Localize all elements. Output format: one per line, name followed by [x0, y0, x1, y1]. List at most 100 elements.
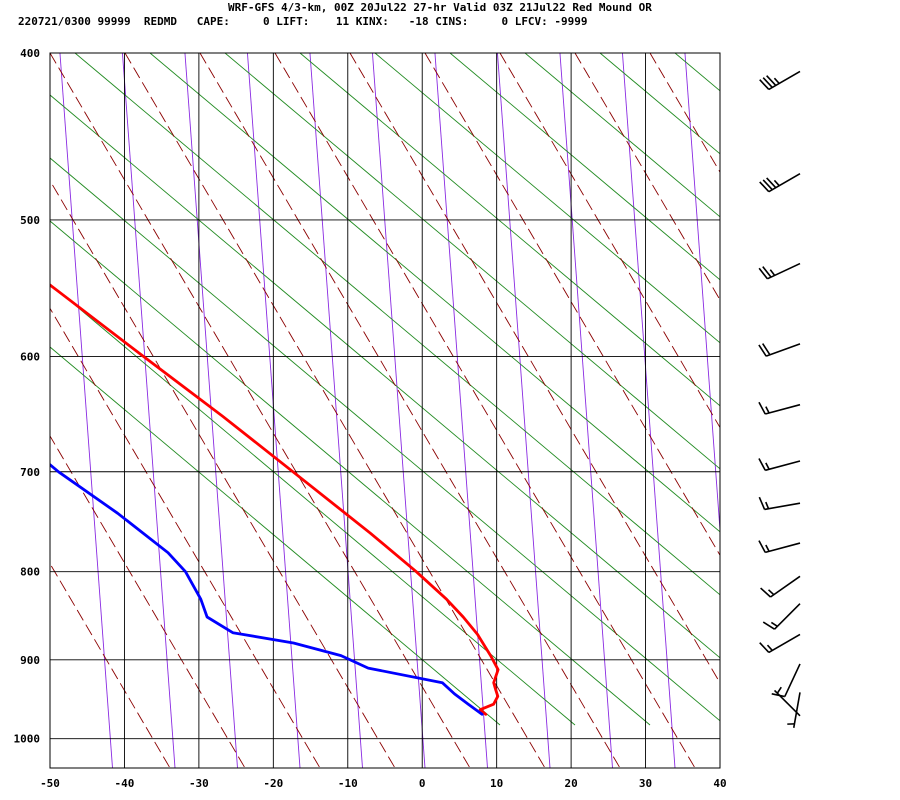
wind-barb: [758, 496, 801, 511]
temperature-profile-line: [50, 283, 500, 716]
barb-half-flag: [765, 462, 770, 470]
moist-adiabat-line: [449, 53, 720, 281]
barb-flag: [758, 344, 767, 357]
wind-barb: [758, 458, 801, 472]
dry-adiabat-line: [800, 53, 900, 768]
barb-staff: [773, 603, 801, 630]
wind-barb: [762, 603, 801, 630]
barb-flag: [758, 496, 766, 510]
wind-barb: [759, 172, 801, 193]
barb-flag: [759, 181, 770, 193]
x-tick-label: -20: [263, 777, 283, 790]
x-tick-label: -50: [40, 777, 60, 790]
moist-adiabat-line: [50, 346, 501, 726]
isobar-isotherm-grid: [49, 52, 721, 768]
dry-adiabat-line: [50, 179, 396, 768]
mixing-ratio-line: [496, 53, 551, 768]
dry-adiabat-line: [50, 562, 171, 768]
barb-staff: [784, 663, 801, 697]
moist-adiabat-line: [50, 157, 720, 722]
barb-half-flag: [765, 406, 770, 414]
x-tick-label: -10: [338, 777, 358, 790]
barb-staff: [765, 403, 801, 415]
chart-header: WRF-GFS 4/3-km, 00Z 20Jul22 27-hr Valid …: [0, 0, 900, 32]
pressure-tick-labels: 400 500 600 700 800 900 1000: [14, 47, 41, 746]
barb-flag: [759, 642, 770, 653]
temperature-tick-labels: -50 -40 -30 -20 -10 0 10 20 30 40: [40, 777, 727, 790]
x-tick-label: -30: [189, 777, 209, 790]
x-tick-label: 30: [639, 777, 652, 790]
barb-staff: [764, 502, 801, 511]
y-tick-label: 500: [20, 214, 40, 227]
mixing-ratio-line: [121, 53, 176, 768]
wind-barb: [759, 70, 801, 91]
wind-barb: [758, 540, 801, 554]
mixing-ratio-line: [371, 53, 426, 768]
barb-half-flag: [776, 686, 782, 694]
barb-flag: [760, 587, 772, 598]
dewpoint-profile-line: [50, 462, 484, 716]
barb-staff: [765, 542, 801, 554]
mixing-ratio-line: [309, 53, 363, 768]
dry-adiabat-line: [875, 53, 900, 768]
wind-barb-column: [758, 70, 801, 728]
barb-half-flag: [770, 621, 778, 628]
y-tick-label: 400: [20, 47, 40, 60]
moist-adiabat-line: [149, 53, 720, 533]
barb-flag: [762, 266, 772, 278]
barb-staff: [792, 692, 801, 728]
plot-border: [49, 52, 721, 769]
chart-title-line: WRF-GFS 4/3-km, 00Z 20Jul22 27-hr Valid …: [228, 1, 652, 14]
barb-staff: [768, 70, 801, 91]
moist-adiabat-line: [50, 283, 576, 726]
dry-adiabat-line: [725, 53, 900, 768]
barb-flag: [762, 621, 775, 630]
barb-staff: [765, 460, 801, 472]
wind-barb: [773, 686, 801, 717]
wind-barb: [759, 633, 801, 654]
mixing-ratio-line: [184, 53, 238, 768]
plot-frame: [49, 52, 721, 769]
dry-adiabat-line: [574, 53, 720, 301]
barb-half-flag: [773, 179, 780, 187]
y-tick-label: 800: [20, 566, 40, 579]
barb-staff: [765, 343, 801, 357]
y-tick-label: 1000: [14, 733, 41, 746]
profile-lines: [50, 283, 500, 716]
barb-flag: [766, 177, 777, 189]
dry-adiabat-line: [274, 53, 696, 768]
dry-adiabat-line: [499, 53, 720, 429]
dry-adiabat-line: [424, 53, 720, 557]
y-tick-label: 600: [20, 350, 40, 363]
wind-barb: [758, 401, 801, 415]
barb-half-flag: [766, 644, 773, 651]
barb-flag: [758, 540, 766, 553]
x-tick-label: 0: [419, 777, 426, 790]
wind-barb: [787, 692, 801, 728]
moist-adiabat-line: [74, 53, 720, 596]
barb-half-flag: [773, 77, 780, 85]
barb-staff: [768, 633, 801, 654]
barb-flag: [762, 179, 773, 191]
barb-half-flag: [765, 501, 770, 510]
sounding-indices-line: 220721/0300 99999 REDMD CAPE: 0 LIFT: 11…: [18, 15, 588, 28]
moist-adiabat-line: [224, 53, 720, 470]
moist-adiabat-line: [299, 53, 720, 407]
moist-adiabat-line: [524, 53, 720, 218]
x-tick-label: -40: [115, 777, 135, 790]
barb-flag: [762, 77, 773, 89]
barb-half-flag: [769, 269, 776, 276]
barb-flag: [759, 79, 770, 91]
mixing-ratio-line: [684, 53, 720, 537]
barb-staff: [767, 262, 801, 280]
barb-flag: [761, 343, 771, 356]
barb-half-flag: [767, 589, 775, 596]
barb-flag: [766, 75, 777, 87]
wind-barb: [758, 343, 801, 357]
x-tick-label: 10: [490, 777, 503, 790]
barb-staff: [773, 689, 801, 717]
mixing-ratio-line: [621, 53, 676, 768]
moist-adiabat-line: [374, 53, 720, 344]
mixing-ratio-line: [59, 53, 113, 768]
